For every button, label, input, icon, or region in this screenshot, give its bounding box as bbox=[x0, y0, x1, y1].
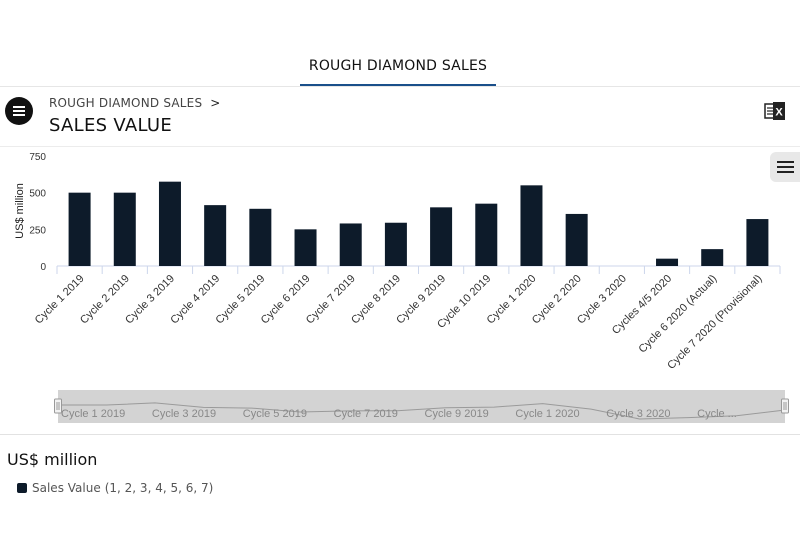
bar bbox=[656, 258, 679, 266]
navigator-label: Cycle 5 2019 bbox=[243, 408, 307, 420]
breadcrumb-link[interactable]: ROUGH DIAMOND SALES bbox=[49, 96, 203, 110]
divider bbox=[0, 86, 800, 87]
x-tick-label: Cycle 6 2020 (Actual) bbox=[636, 273, 719, 356]
breadcrumb[interactable]: ROUGH DIAMOND SALES > bbox=[49, 96, 221, 110]
divider bbox=[0, 434, 800, 435]
navigator-label: Cycle 9 2019 bbox=[425, 408, 489, 420]
bar bbox=[339, 223, 362, 266]
bar bbox=[430, 207, 453, 266]
y-tick-label: 250 bbox=[29, 225, 46, 236]
chart-menu-button[interactable] bbox=[770, 152, 800, 182]
bar bbox=[68, 192, 91, 266]
divider bbox=[0, 146, 800, 147]
y-tick-label: 750 bbox=[29, 152, 46, 163]
navigator-label: Cycle 1 2019 bbox=[61, 408, 125, 420]
bar bbox=[565, 213, 588, 266]
navigator-left-handle[interactable] bbox=[54, 398, 62, 414]
bar bbox=[384, 222, 407, 266]
bar bbox=[249, 208, 272, 266]
bar bbox=[158, 181, 181, 266]
active-tab-indicator bbox=[300, 84, 496, 86]
svg-text:X: X bbox=[775, 107, 783, 119]
navigator-label: Cycle ... bbox=[697, 408, 737, 420]
bar bbox=[294, 229, 317, 266]
navigator-label: Cycle 3 2019 bbox=[152, 408, 216, 420]
legend-series-list: (1, 2, 3, 4, 5, 6, 7) bbox=[104, 481, 214, 495]
bar bbox=[475, 203, 498, 266]
navigator-series-line bbox=[58, 402, 786, 420]
navigator-mask bbox=[58, 390, 785, 423]
legend-title: US$ million bbox=[7, 450, 98, 469]
tab-rough-diamond-sales[interactable]: ROUGH DIAMOND SALES bbox=[308, 58, 488, 74]
navigator-label: Cycle 1 2020 bbox=[515, 408, 579, 420]
y-tick-label: 0 bbox=[40, 262, 46, 273]
navigator-right-handle[interactable] bbox=[781, 398, 789, 414]
hamburger-menu-icon[interactable] bbox=[5, 97, 33, 125]
navigator: Cycle 1 2019 Cycle 3 2019 Cycle 5 2019 Cycl… bbox=[54, 390, 789, 423]
y-axis-title: US$ million bbox=[14, 183, 26, 239]
handle-grip bbox=[781, 398, 789, 414]
navigator-label: Cycle 3 2020 bbox=[606, 408, 670, 420]
navigator-label: Cycle 7 2019 bbox=[334, 408, 398, 420]
y-tick-label: 500 bbox=[29, 189, 46, 200]
excel-export-icon[interactable]: X bbox=[764, 101, 786, 121]
page-title: SALES VALUE bbox=[49, 115, 173, 136]
bar bbox=[204, 205, 227, 266]
bar bbox=[746, 219, 769, 266]
legend-label: Sales Value bbox=[32, 481, 101, 495]
breadcrumb-separator: > bbox=[210, 96, 221, 110]
legend-swatch bbox=[17, 483, 27, 493]
bar bbox=[701, 249, 724, 266]
bar bbox=[520, 185, 543, 266]
legend-item-sales-value[interactable]: Sales Value (1, 2, 3, 4, 5, 6, 7) bbox=[17, 481, 213, 495]
bar bbox=[113, 192, 136, 266]
handle-grip bbox=[54, 398, 62, 414]
x-tick-label: Cycle 7 2020 (Provisional) bbox=[665, 273, 764, 372]
